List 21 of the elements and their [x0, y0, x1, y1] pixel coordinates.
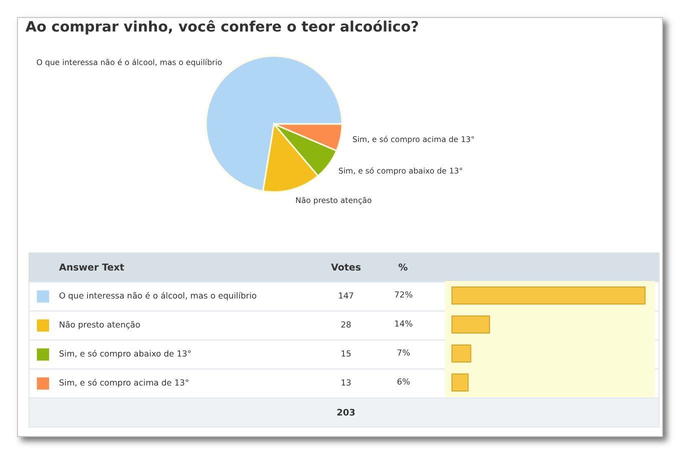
data-label: 28	[340, 320, 352, 330]
data-label: 147	[338, 290, 354, 300]
bar	[452, 344, 472, 362]
data-label: 72%	[394, 290, 413, 300]
bar	[452, 374, 469, 392]
legend-label: Sim, e só compro acima de 13°	[59, 378, 190, 388]
data-label: 6%	[396, 376, 410, 386]
bar	[452, 316, 490, 334]
legend-label: Não presto atenção	[59, 320, 140, 330]
data-label: 7%	[396, 348, 410, 358]
text: Votes	[331, 262, 362, 274]
data-label: 13	[340, 378, 352, 388]
legend-label: Sim, e só compro abaixo de 13°	[59, 348, 192, 358]
bar	[452, 286, 646, 304]
legend-label: O que interessa não é o álcool, mas o equilíbrio	[59, 290, 257, 300]
chart-title: Ao comprar vinho, você confere o teor alcoólico?	[26, 20, 419, 36]
text: Answer Text	[59, 262, 125, 274]
data-label: 15	[340, 348, 352, 358]
text: %	[398, 262, 408, 274]
text: 203	[336, 408, 356, 418]
data-label: 14%	[394, 318, 413, 328]
